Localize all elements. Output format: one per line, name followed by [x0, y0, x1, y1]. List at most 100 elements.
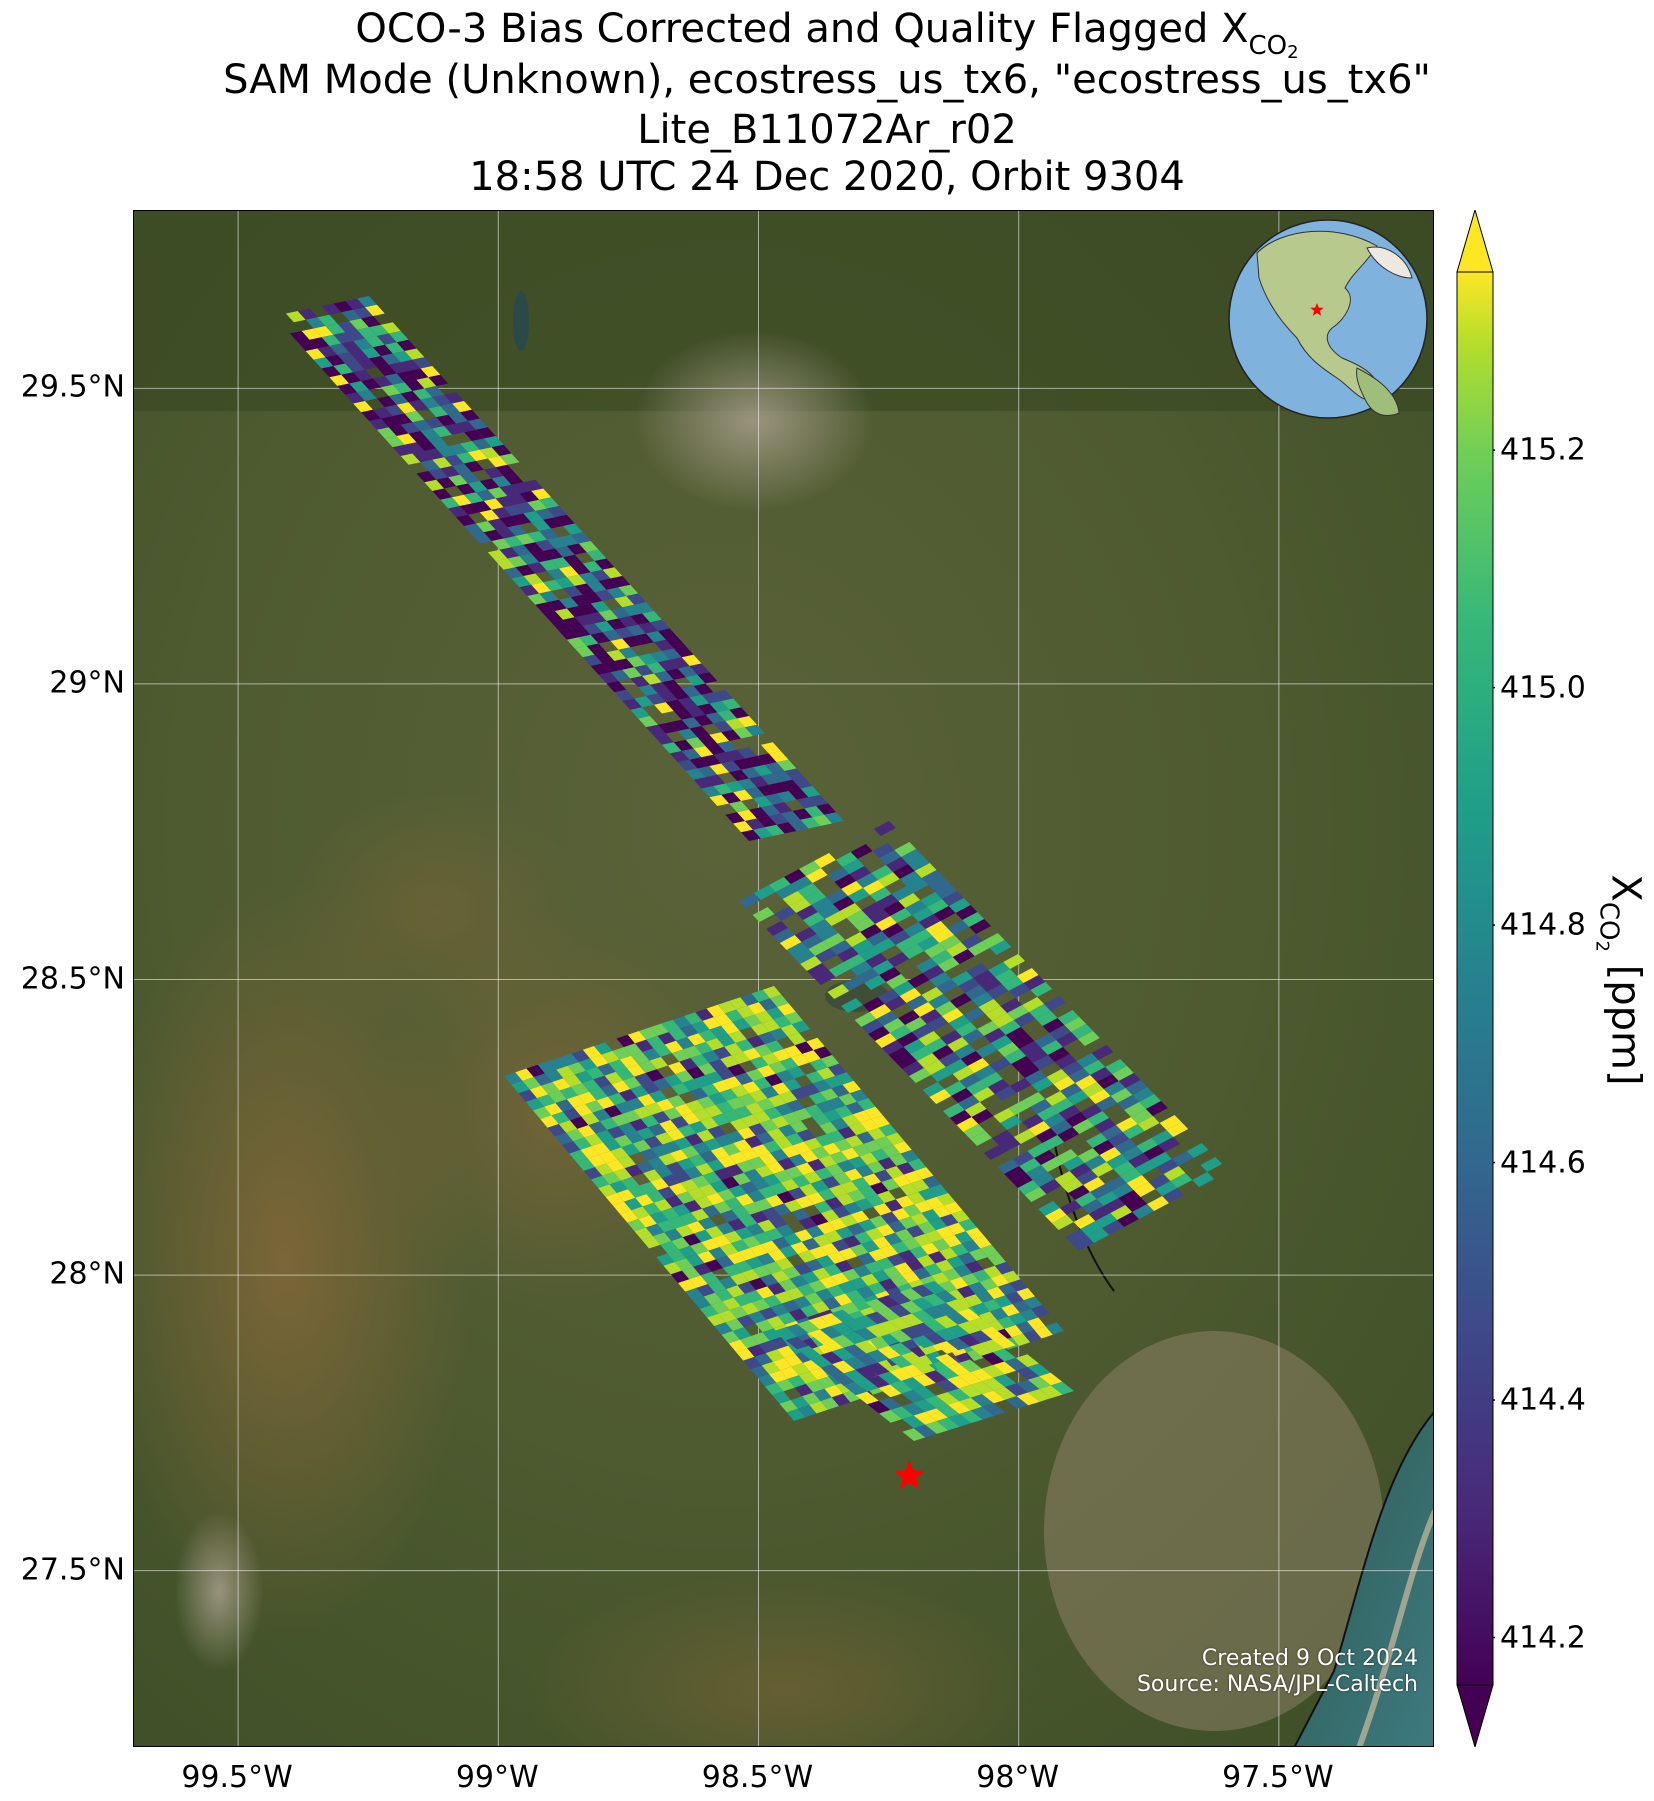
sounding-cell — [1090, 1067, 1112, 1082]
sounding-cell — [602, 567, 623, 579]
sounding-cell — [1099, 1147, 1122, 1162]
sounding-cell — [499, 484, 520, 496]
sounding-cell — [535, 539, 555, 551]
sounding-cell — [676, 1037, 695, 1050]
sounding-cell — [714, 1167, 733, 1181]
sounding-cell — [832, 1360, 856, 1374]
sounding-cell — [793, 1108, 812, 1121]
sounding-cell — [959, 1073, 982, 1088]
sounding-cell — [699, 1305, 719, 1318]
sounding-cell — [771, 1115, 790, 1129]
sounding-cell — [786, 942, 809, 957]
sounding-cell — [945, 1059, 968, 1074]
sounding-cell — [756, 1098, 775, 1111]
sounding-cell — [1162, 1188, 1184, 1203]
sounding-cell — [728, 1185, 747, 1198]
sounding-cell — [702, 1171, 722, 1184]
sounding-cell — [780, 779, 801, 791]
sounding-cell — [1110, 1205, 1133, 1220]
sounding-cell — [751, 1332, 770, 1345]
sounding-cell — [790, 876, 813, 891]
sounding-cell — [788, 1154, 808, 1167]
sounding-cell — [735, 1193, 755, 1207]
sounding-cell — [800, 1304, 819, 1318]
sounding-cell — [741, 829, 761, 841]
sounding-cell — [634, 696, 654, 708]
sounding-cell — [957, 1252, 977, 1265]
sounding-cell — [634, 602, 654, 614]
sounding-cell — [1007, 1005, 1029, 1020]
sounding-cell — [992, 1348, 1016, 1362]
sounding-cell — [1011, 1056, 1033, 1071]
sounding-cell — [665, 637, 686, 649]
sounding-cell — [527, 499, 548, 511]
colorbar-tick-label: 414.6 — [1500, 1145, 1586, 1181]
sounding-cell — [872, 1236, 891, 1249]
sounding-cell — [644, 1136, 663, 1149]
sounding-cell — [578, 634, 599, 646]
sounding-cell — [1039, 1179, 1062, 1194]
sounding-cell — [932, 1045, 954, 1060]
sounding-cell — [988, 962, 1010, 977]
sounding-cell — [906, 1225, 925, 1238]
sounding-cell — [813, 1200, 833, 1214]
sounding-cell — [828, 1063, 847, 1076]
sounding-cell — [594, 1042, 613, 1055]
sounding-cell — [452, 401, 472, 413]
sounding-cell — [570, 563, 591, 575]
sounding-cell — [831, 1335, 855, 1348]
lat-tick-label: 29°N — [49, 665, 125, 701]
sounding-cell — [783, 1233, 802, 1246]
sounding-cell — [634, 1073, 653, 1086]
sounding-cell — [444, 454, 464, 466]
sounding-cell — [708, 1247, 727, 1260]
sounding-cell — [1068, 1068, 1091, 1083]
sounding-cell — [759, 1119, 779, 1132]
sounding-cell — [758, 998, 778, 1011]
sounding-cell — [920, 892, 942, 907]
sounding-cell — [770, 1149, 789, 1162]
sounding-cell — [989, 940, 1012, 955]
sounding-cell — [882, 1145, 901, 1158]
colorbar-tick-label: 414.2 — [1500, 1620, 1586, 1655]
sounding-cell — [994, 1086, 1017, 1101]
sounding-cell — [866, 1375, 890, 1388]
sounding-cell — [642, 1202, 661, 1216]
sounding-cell — [709, 1059, 728, 1072]
sounding-cell — [671, 1237, 690, 1250]
sounding-cell — [705, 1038, 725, 1051]
sounding-cell — [766, 1161, 785, 1174]
sounding-cell — [980, 977, 1002, 992]
sounding-cell — [1016, 1392, 1040, 1406]
sounding-cell — [560, 1053, 579, 1066]
sounding-cell — [987, 1253, 1006, 1266]
sounding-cell — [669, 657, 690, 669]
sounding-cell — [842, 1080, 861, 1094]
sounding-cell — [400, 391, 421, 403]
sounding-cell — [768, 813, 789, 825]
sounding-cell — [719, 1088, 738, 1102]
sounding-cell — [902, 944, 925, 959]
sounding-cell — [903, 1204, 922, 1217]
sounding-cell — [687, 1187, 706, 1201]
sounding-cell — [788, 819, 809, 831]
sounding-cell — [841, 1147, 860, 1160]
sounding-cell — [690, 1208, 710, 1222]
sounding-cell — [1012, 1151, 1035, 1166]
sounding-cell — [761, 1052, 780, 1066]
sounding-cell — [693, 777, 714, 789]
sounding-cell — [1001, 976, 1024, 991]
sounding-cell — [911, 1322, 935, 1336]
sounding-cell — [917, 1053, 939, 1068]
map-panel[interactable] — [133, 210, 1434, 1747]
sounding-cell — [888, 1291, 912, 1305]
sounding-cell — [945, 1289, 965, 1302]
sounding-cell — [876, 1295, 900, 1308]
sounding-cell — [715, 1289, 734, 1302]
sounding-cell — [928, 877, 951, 892]
sounding-cell — [499, 516, 520, 528]
sounding-cell — [742, 1235, 761, 1249]
sounding-cell — [440, 497, 460, 509]
sounding-cell — [400, 422, 421, 434]
sounding-cell — [1097, 1074, 1119, 1089]
